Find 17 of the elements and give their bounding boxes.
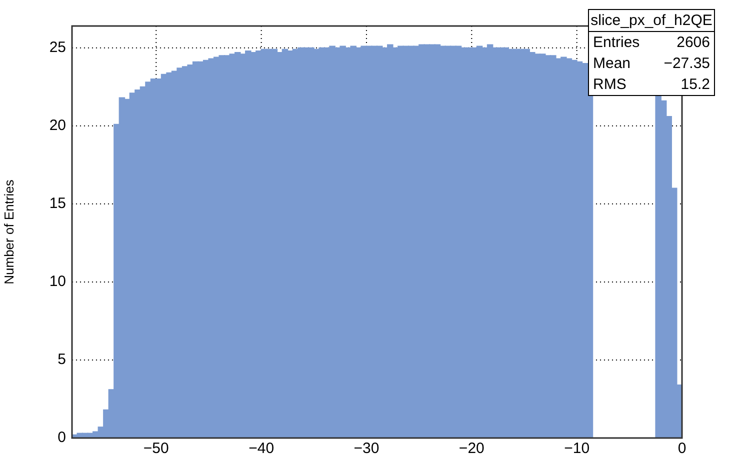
y-tick-label: 10 [49,273,66,290]
x-tick-label: 0 [678,440,686,458]
x-tick-label: −40 [248,440,274,458]
x-tick-label: −10 [564,440,590,458]
annotation: slice_px_of_h2QE [589,10,714,32]
text: RMS 15.2 [593,76,710,93]
y-tick-label: 0 [58,429,66,446]
y-tick-label: 15 [49,195,66,212]
x-tick-label: −30 [354,440,380,458]
y-tick-label: 20 [49,117,66,134]
y-tick-label: 5 [58,351,66,368]
y-tick-label: 25 [49,38,66,56]
x-tick-label: −20 [458,440,484,458]
y-axis-title: Number of Entries [1,179,16,284]
text: Mean −27.35 [593,55,710,72]
x-tick-label: −50 [143,440,169,458]
text: Entries 2606 [593,34,710,51]
